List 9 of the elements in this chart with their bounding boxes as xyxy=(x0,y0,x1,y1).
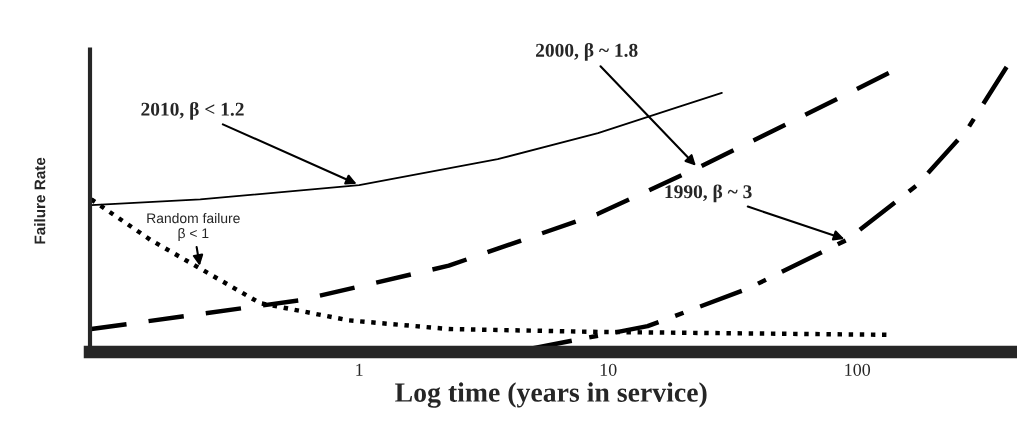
annotation: Random failure β < 1 xyxy=(147,212,240,241)
x-axis-title: Log time (years in service) xyxy=(395,382,707,408)
annotation: 2010, β < 1.2 xyxy=(141,101,244,120)
x-tick-label: 1 xyxy=(356,363,363,376)
x-tick-label: 100 xyxy=(845,363,871,376)
annotation: 2000, β ~ 1.8 xyxy=(536,42,638,61)
x-tick-label: 10 xyxy=(600,363,617,376)
y-axis-title: Failure Rate xyxy=(34,157,46,244)
annotation: 1990, β ~ 3 xyxy=(665,184,752,203)
